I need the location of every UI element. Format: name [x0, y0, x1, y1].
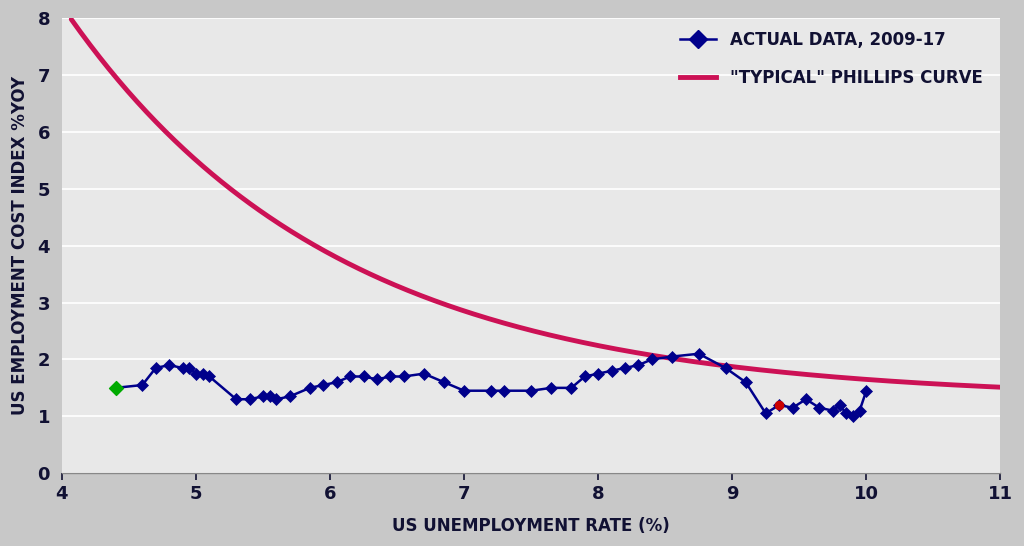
Legend: ACTUAL DATA, 2009-17, "TYPICAL" PHILLIPS CURVE: ACTUAL DATA, 2009-17, "TYPICAL" PHILLIPS… — [680, 31, 983, 87]
X-axis label: US UNEMPLOYMENT RATE (%): US UNEMPLOYMENT RATE (%) — [392, 517, 670, 535]
Y-axis label: US EMPLOYMENT COST INDEX %YOY: US EMPLOYMENT COST INDEX %YOY — [11, 76, 29, 415]
Point — [771, 401, 787, 410]
Point — [108, 383, 124, 392]
